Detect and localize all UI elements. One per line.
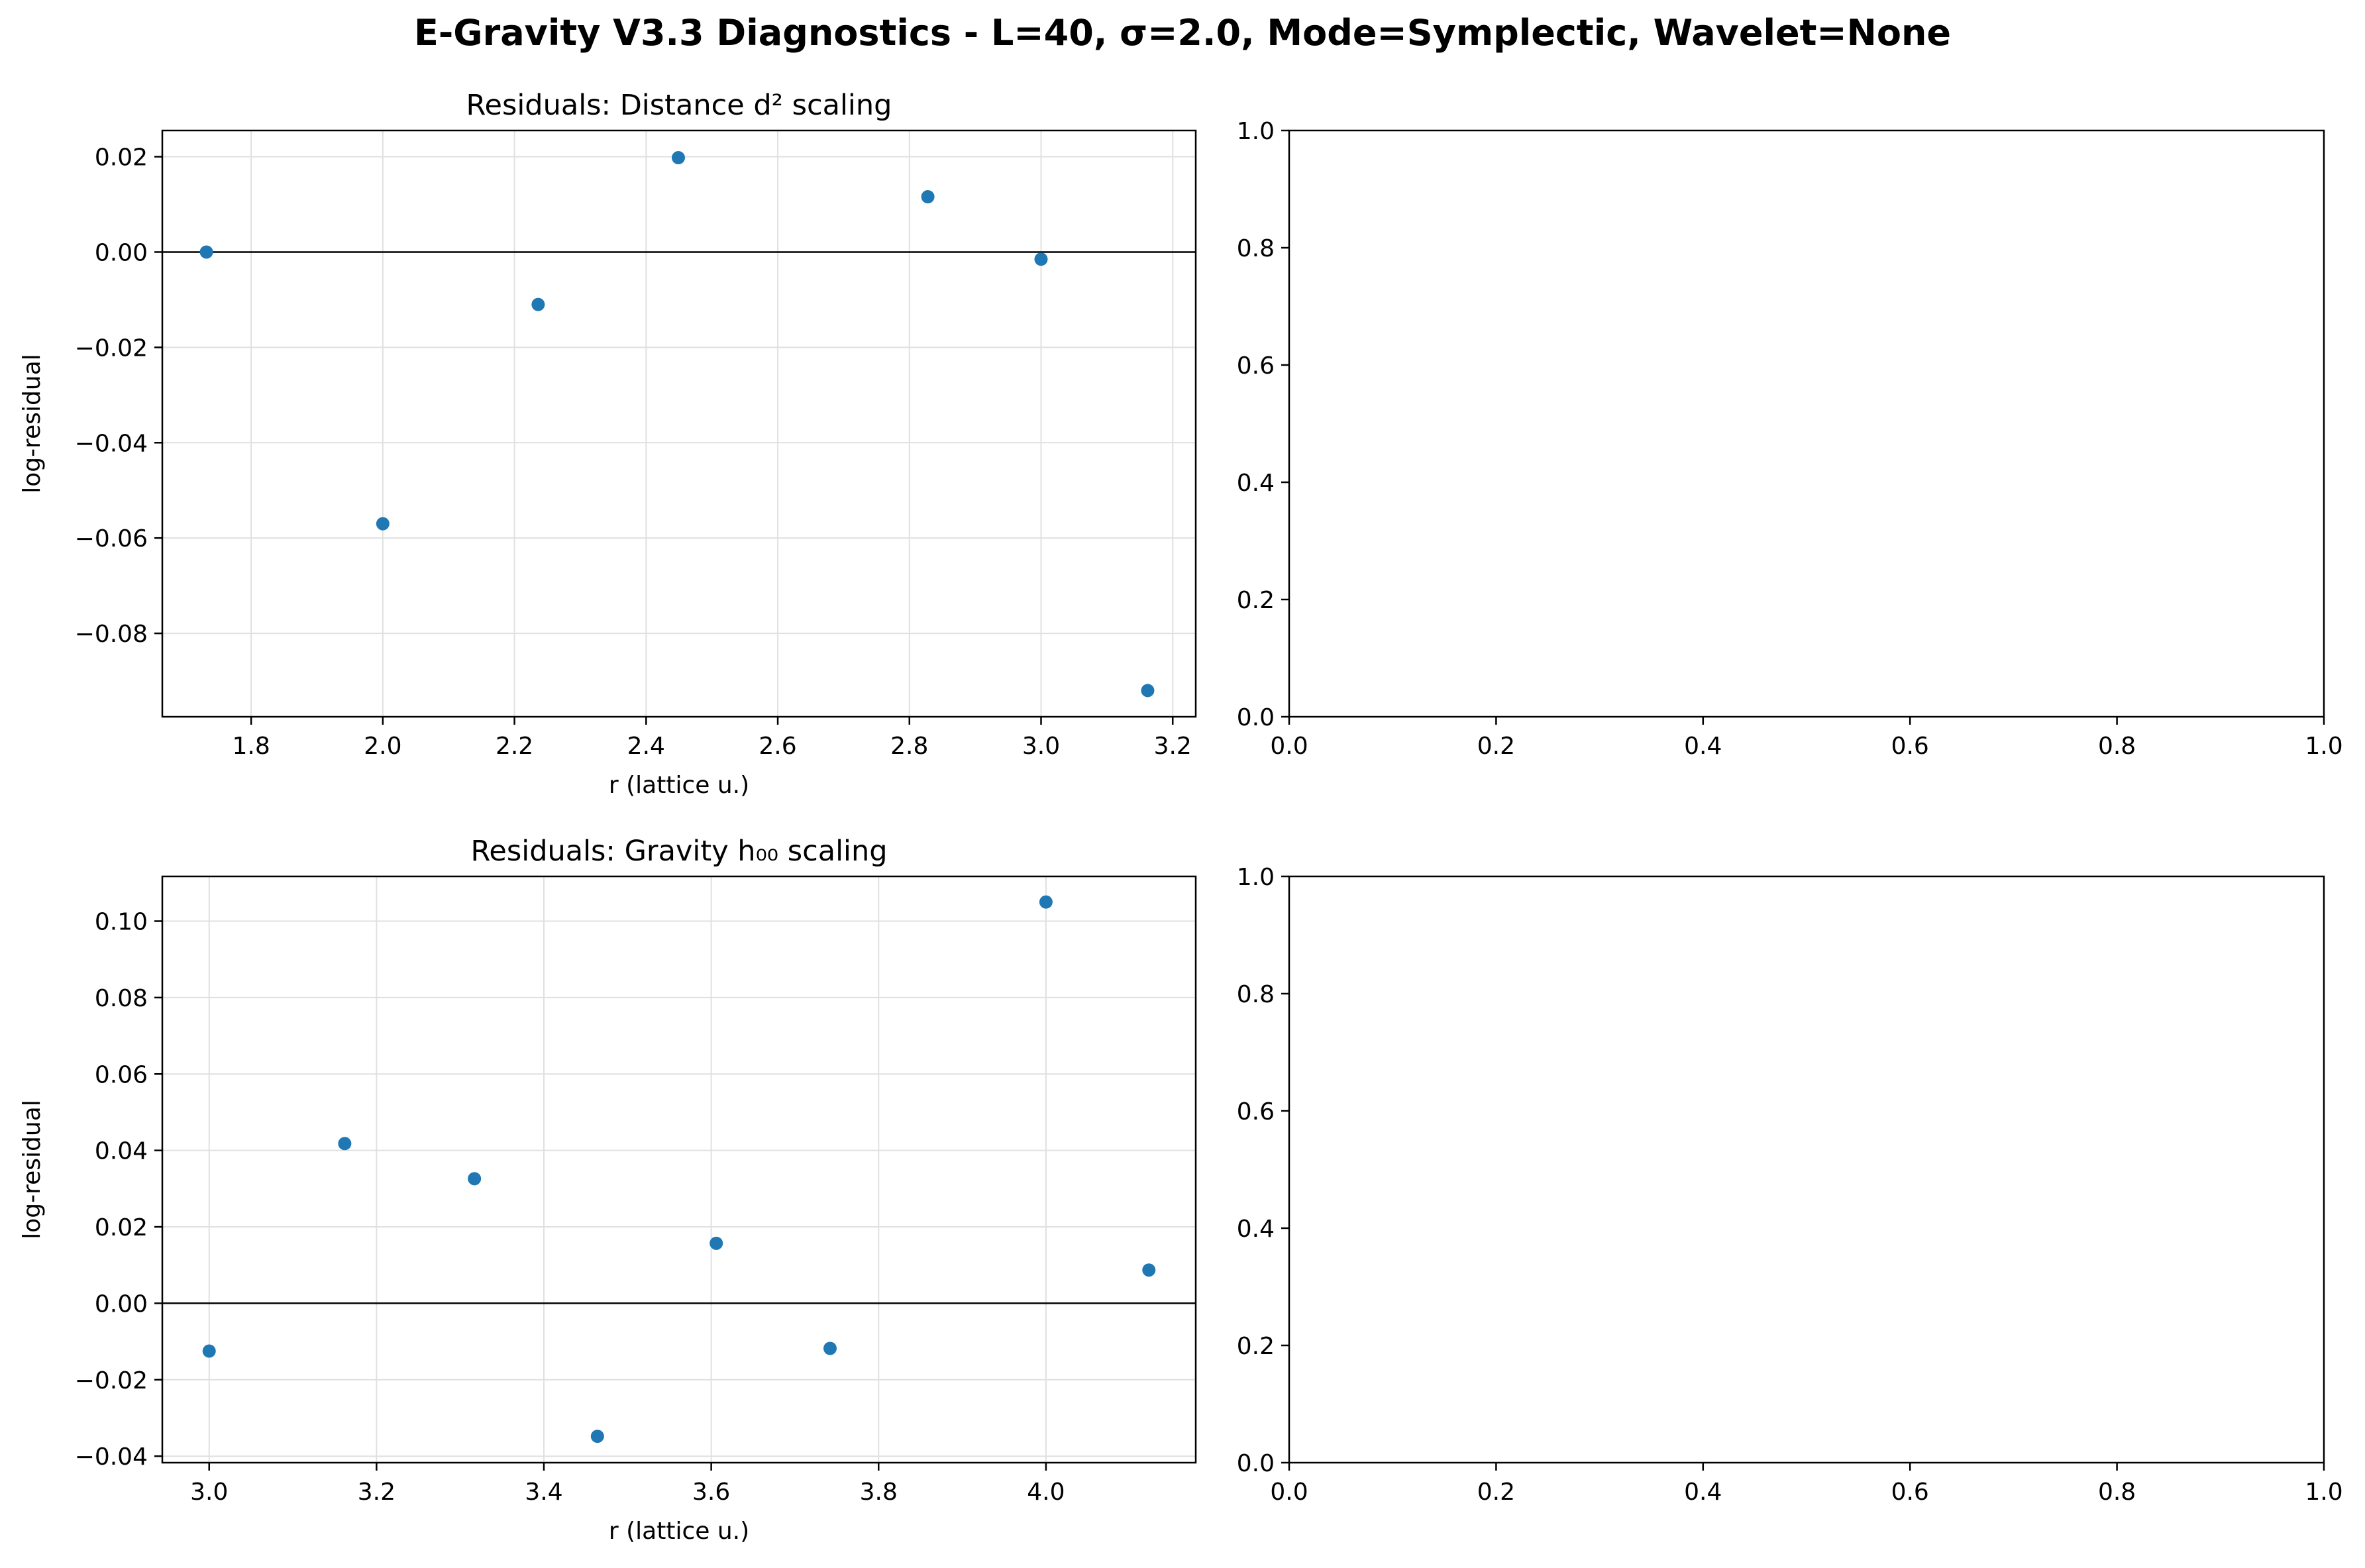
data-point [1039,895,1053,909]
x-tick-label: 1.0 [2305,1479,2342,1506]
x-tick-label: 2.2 [496,733,533,760]
figure-title: E-Gravity V3.3 Diagnostics - L=40, σ=2.0… [413,12,1952,54]
y-tick-label: 0.6 [1237,352,1275,380]
y-tick-label: 0.8 [1237,981,1275,1008]
y-tick-label: 0.4 [1237,1216,1275,1243]
y-axis-label: log-residual [19,354,46,494]
y-tick-label: 0.06 [95,1061,148,1088]
data-point [468,1172,482,1186]
y-tick-label: −0.06 [75,525,148,552]
chart-panel-4: 0.0 0.2 0.4 0.6 0.8 1.0 0.0 0.2 0.4 0.6 0.8 1.0 [1237,864,2343,1506]
axes-frame [1288,875,2325,1464]
x-tick-label: 3.0 [190,1479,228,1506]
y-tick-label: −0.04 [75,430,148,457]
x-tick-label: 0.2 [1477,733,1515,760]
y-tick-label: −0.08 [75,621,148,648]
y-tick-label: 0.00 [95,239,148,266]
x-tick-label: 0.8 [2098,733,2136,760]
data-point [338,1137,352,1151]
x-tick-label: 2.4 [627,733,665,760]
data-point [1034,252,1048,266]
x-tick-label: 1.0 [2305,733,2342,760]
data-point [710,1236,723,1250]
data-point [672,151,686,165]
data-point [1142,1263,1156,1277]
y-tick-label: −0.02 [75,335,148,362]
y-tick-label: 0.8 [1237,235,1275,262]
chart-title: Residuals: Gravity h₀₀ scaling [470,835,887,868]
y-tick-label: 1.0 [1237,118,1275,145]
axes-frame [1288,129,2325,718]
x-tick-label: 4.0 [1027,1479,1065,1506]
x-tick-label: 0.0 [1270,1479,1308,1506]
y-tick-label: 0.6 [1237,1098,1275,1125]
x-tick-label: 0.4 [1684,733,1722,760]
x-tick-label: 2.6 [759,733,796,760]
data-point [376,517,390,531]
data-point [199,245,213,259]
chart-panel-2: 0.0 0.2 0.4 0.6 0.8 1.0 0.0 0.2 0.4 0.6 0.8 1.0 [1237,118,2343,760]
x-tick-label: 2.0 [364,733,401,760]
y-tick-label: 0.08 [95,985,148,1012]
data-point [921,190,935,204]
axes-frame [161,129,1197,718]
data-point [590,1430,604,1443]
x-tick-label: 3.0 [1022,733,1060,760]
y-tick-label: 0.0 [1237,704,1275,731]
y-tick-label: 0.10 [95,909,148,936]
x-tick-label: 3.4 [525,1479,562,1506]
chart-panel-3: 3.0 3.2 3.4 3.6 3.8 4.0 0.10 0.08 0.06 0.04 0.02 0.… [19,835,1197,1545]
y-tick-label: 0.4 [1237,470,1275,497]
y-tick-label: 0.2 [1237,1333,1275,1360]
x-tick-label: 3.6 [692,1479,730,1506]
y-tick-label: 0.02 [95,1214,148,1241]
y-tick-label: 0.0 [1237,1450,1275,1477]
data-point [531,297,545,311]
y-tick-label: 0.02 [95,144,148,172]
y-axis-label: log-residual [19,1100,46,1239]
y-tick-label: −0.04 [75,1443,148,1471]
x-axis-label: r (lattice u.) [609,772,749,799]
y-tick-label: 0.2 [1237,587,1275,614]
chart-title: Residuals: Distance d² scaling [466,89,892,122]
y-tick-label: 0.00 [95,1290,148,1318]
y-tick-label: 1.0 [1237,864,1275,891]
x-tick-label: 0.8 [2098,1479,2136,1506]
y-tick-label: 0.04 [95,1138,148,1165]
x-tick-label: 3.2 [358,1479,395,1506]
chart-panel-1: 1.8 2.0 2.2 2.4 2.6 2.8 3.0 3.2 0.02 0.00 −0.02 −0.… [19,89,1197,799]
x-tick-label: 0.0 [1270,733,1308,760]
data-point [1141,684,1155,698]
x-tick-label: 0.6 [1891,1479,1929,1506]
x-tick-label: 3.8 [860,1479,898,1506]
x-tick-label: 0.6 [1891,733,1929,760]
data-point [202,1344,216,1358]
x-tick-label: 0.2 [1477,1479,1515,1506]
x-tick-label: 1.8 [233,733,270,760]
x-tick-label: 3.2 [1154,733,1192,760]
axes-frame [161,875,1197,1464]
x-axis-label: r (lattice u.) [609,1518,749,1545]
data-point [823,1341,837,1355]
y-tick-label: −0.02 [75,1367,148,1394]
x-tick-label: 2.8 [890,733,928,760]
x-tick-label: 0.4 [1684,1479,1722,1506]
